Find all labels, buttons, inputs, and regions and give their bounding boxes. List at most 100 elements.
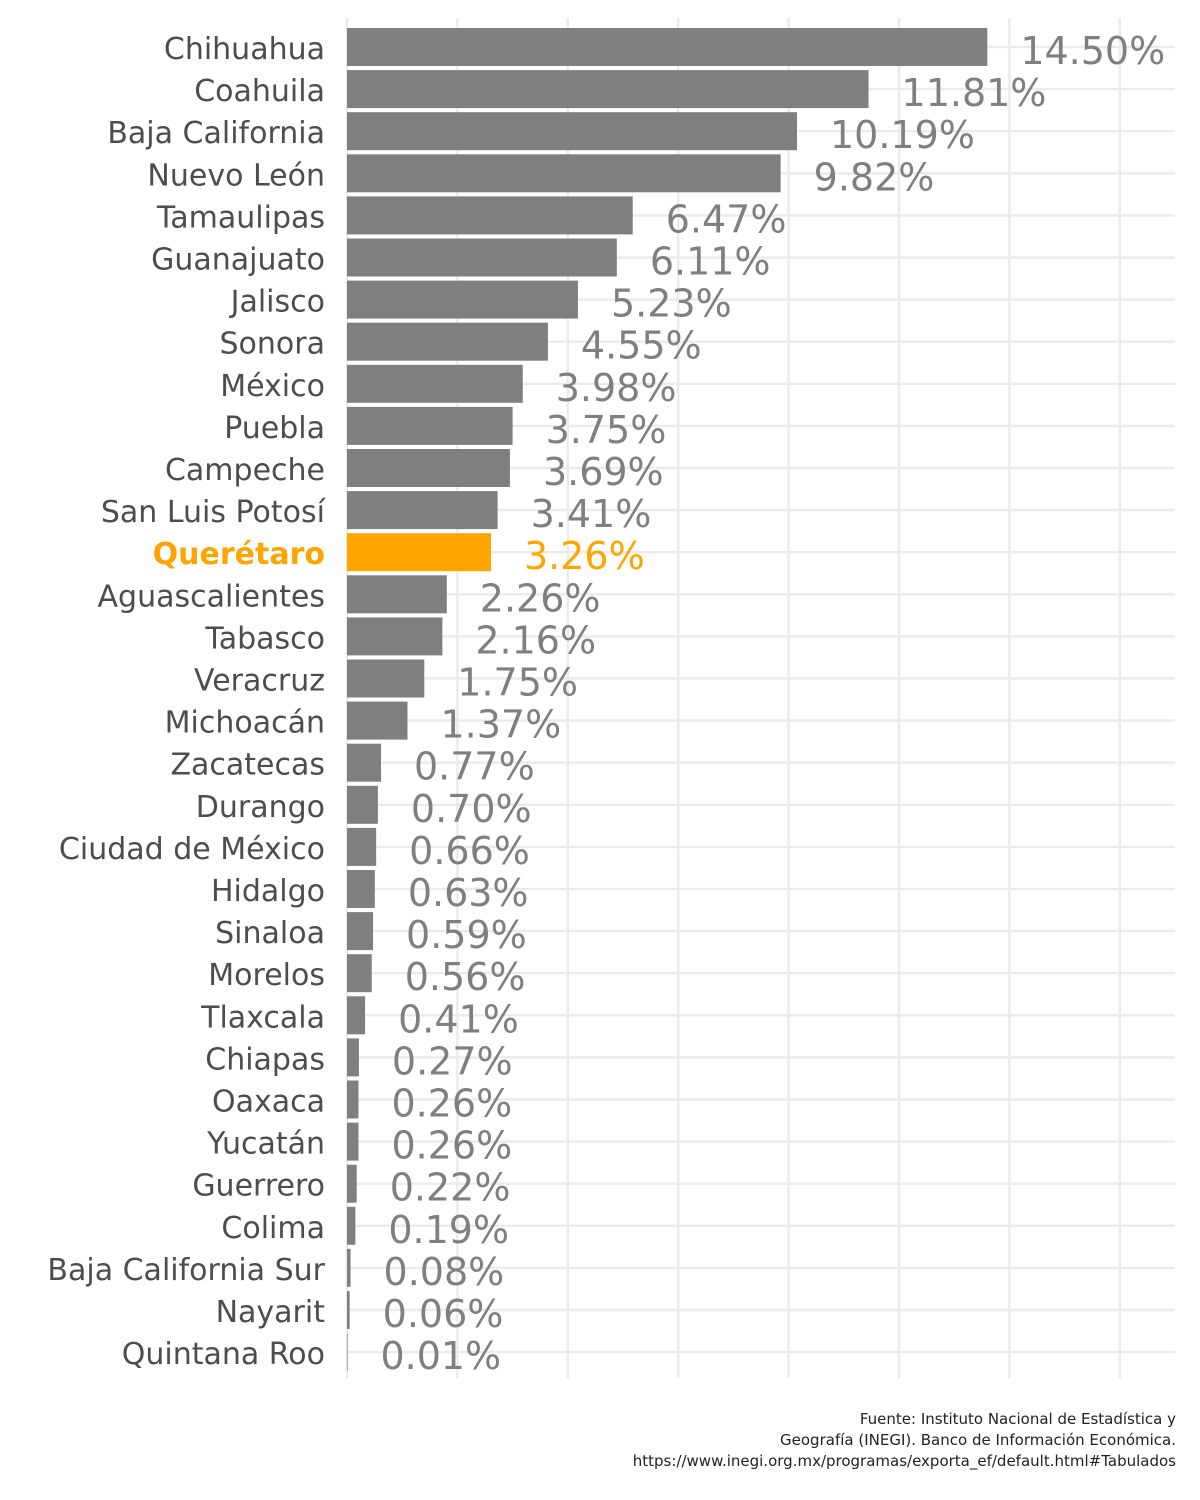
value-label: 1.75% <box>457 661 578 705</box>
value-label: 0.70% <box>411 787 532 831</box>
bar <box>347 1164 357 1203</box>
category-label: Durango <box>196 790 325 825</box>
bars <box>347 28 988 1372</box>
category-label: Guanajuato <box>151 243 325 278</box>
category-label: Veracruz <box>194 664 325 699</box>
category-label: Yucatán <box>206 1127 325 1162</box>
bar <box>347 575 447 614</box>
category-label: México <box>220 369 325 404</box>
value-label: 10.19% <box>830 113 975 157</box>
value-label: 0.66% <box>409 829 530 873</box>
value-label: 9.82% <box>814 155 935 199</box>
bar-chart: Chihuahua Coahuila Baja California Nuevo Le… <box>47 18 1175 1378</box>
category-label: Zacatecas <box>170 748 325 783</box>
bar <box>347 954 372 993</box>
bar <box>347 238 617 277</box>
value-label: 1.37% <box>440 703 561 747</box>
category-label: Sinaloa <box>215 916 325 951</box>
category-label: Querétaro <box>153 537 325 572</box>
bar <box>347 912 374 951</box>
bar <box>347 449 510 487</box>
value-label: 14.50% <box>1020 29 1165 73</box>
category-label: Baja California Sur <box>47 1253 325 1288</box>
value-label: 3.98% <box>556 366 677 410</box>
value-label: 3.75% <box>546 408 667 452</box>
bar <box>347 112 797 151</box>
bar <box>347 617 443 656</box>
category-label: San Luis Potosí <box>101 495 327 530</box>
value-label: 0.06% <box>383 1292 504 1336</box>
value-label: 0.01% <box>380 1334 501 1378</box>
bar <box>347 196 633 235</box>
value-label: 0.56% <box>405 955 526 999</box>
source-caption: Fuente: Instituto Nacional de Estadístic… <box>416 1409 1176 1472</box>
caption-line-3: https://www.inegi.org.mx/programas/expor… <box>632 1452 1176 1470</box>
value-label: 3.41% <box>531 492 652 536</box>
category-label: Chihuahua <box>164 32 325 67</box>
bar <box>347 827 377 866</box>
value-label: 3.69% <box>543 450 664 494</box>
value-label: 0.41% <box>398 997 519 1041</box>
category-label: Morelos <box>208 958 325 993</box>
value-labels: 14.50%11.81%10.19%9.82% 6.47%6.11%5.23%4.… <box>380 29 1165 1378</box>
bar <box>347 870 375 908</box>
bar <box>347 1038 359 1077</box>
category-label: Baja California <box>107 116 325 151</box>
category-label: Oaxaca <box>212 1085 325 1120</box>
category-label: Campeche <box>165 453 325 488</box>
value-label: 0.27% <box>392 1039 513 1083</box>
bar <box>347 659 425 698</box>
category-label: Colima <box>221 1211 325 1246</box>
category-label: Nayarit <box>216 1295 326 1330</box>
bar <box>347 785 378 824</box>
value-label: 0.26% <box>391 1124 512 1168</box>
category-label: Ciudad de México <box>59 832 325 867</box>
bar <box>347 701 408 740</box>
value-label: 0.08% <box>384 1250 505 1294</box>
value-label: 0.59% <box>406 913 527 957</box>
category-label: Tlaxcala <box>200 1000 325 1035</box>
caption-line-1: Fuente: Instituto Nacional de Estadístic… <box>859 1410 1176 1428</box>
bar <box>347 1080 359 1119</box>
category-label: Sonora <box>220 327 325 362</box>
bar <box>347 406 513 445</box>
category-label: Chiapas <box>205 1042 325 1077</box>
value-label: 0.77% <box>414 745 535 789</box>
bar <box>347 1248 351 1287</box>
category-label: Aguascalientes <box>98 579 325 614</box>
bar <box>347 364 523 403</box>
value-label: 4.55% <box>581 324 702 368</box>
value-label: 3.26% <box>524 534 645 578</box>
value-label: 6.47% <box>666 197 787 241</box>
bar <box>347 743 382 782</box>
value-label: 0.19% <box>388 1208 509 1252</box>
category-label: Quintana Roo <box>122 1337 325 1372</box>
category-label: Guerrero <box>192 1169 325 1204</box>
bar <box>347 280 578 319</box>
bar <box>347 1206 356 1245</box>
category-label: Hidalgo <box>211 874 325 909</box>
category-label: Jalisco <box>229 285 325 320</box>
value-label: 0.26% <box>391 1082 512 1126</box>
category-label: Michoacán <box>165 706 325 741</box>
value-label: 11.81% <box>902 71 1047 115</box>
bar <box>347 491 498 530</box>
category-labels: Chihuahua Coahuila Baja California Nuevo Le… <box>47 32 326 1372</box>
bar <box>347 1291 350 1329</box>
category-label: Coahuila <box>194 74 325 109</box>
bar <box>347 1122 359 1161</box>
bar <box>347 533 491 572</box>
category-label: Tabasco <box>204 621 325 656</box>
bar <box>347 996 366 1035</box>
category-label: Nuevo León <box>147 158 325 193</box>
value-label: 5.23% <box>611 282 732 326</box>
category-label: Tamaulipas <box>156 200 325 235</box>
bar <box>347 28 988 66</box>
bar <box>347 322 548 361</box>
caption-line-2: Geografía (INEGI). Banco de Información … <box>780 1431 1176 1449</box>
bar <box>347 154 781 193</box>
category-label: Puebla <box>224 411 325 446</box>
bar <box>347 1333 348 1372</box>
value-label: 2.16% <box>475 618 596 662</box>
value-label: 2.26% <box>480 576 601 620</box>
